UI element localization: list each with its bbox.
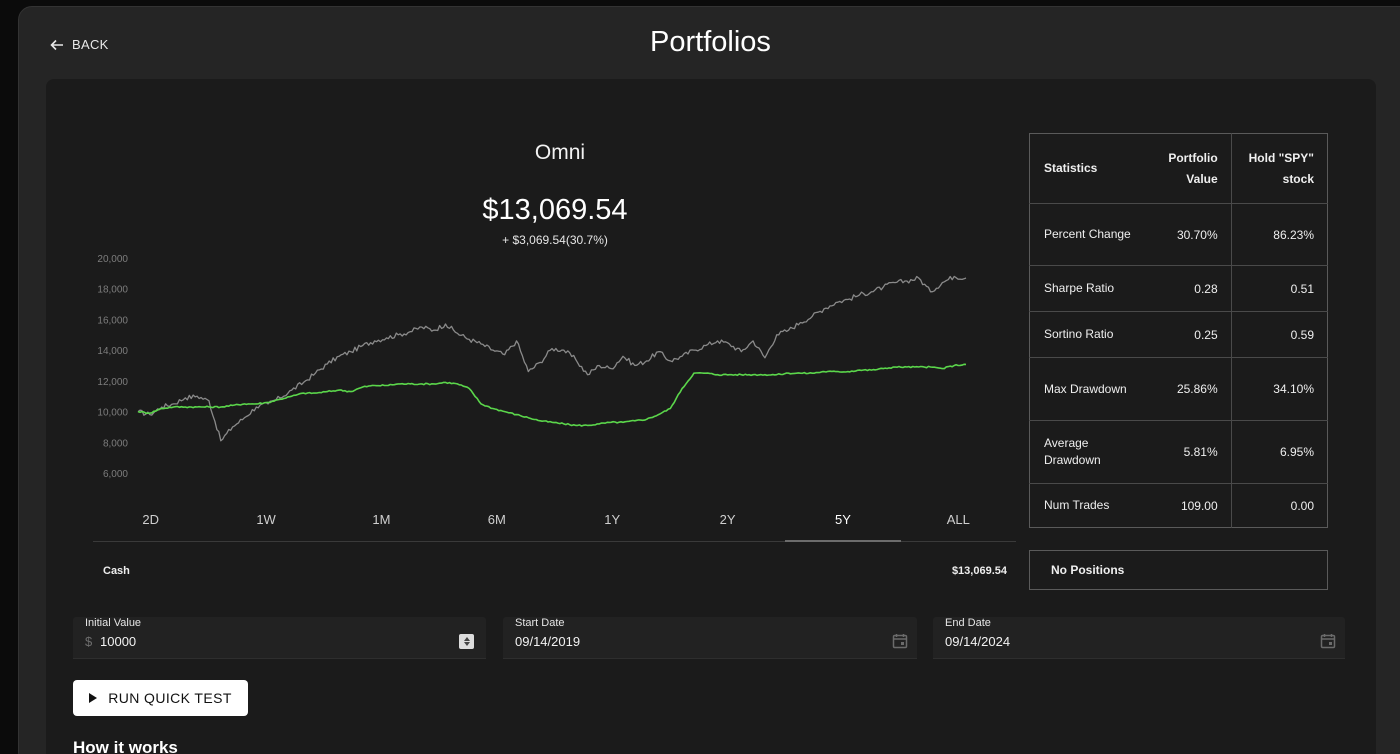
y-tick-label: 10,000 <box>97 408 128 419</box>
stat-spy-value: 0.51 <box>1230 265 1328 312</box>
stat-portfolio-value: 0.28 <box>1134 265 1232 312</box>
stat-label: Max Drawdown <box>1029 357 1135 421</box>
range-tab-1y[interactable]: 1Y <box>604 512 621 527</box>
start-date-input[interactable] <box>515 634 815 649</box>
y-tick-label: 18,000 <box>97 285 128 296</box>
stat-portfolio-value: 25.86% <box>1134 357 1232 421</box>
y-tick-label: 20,000 <box>97 254 128 265</box>
play-icon <box>89 693 98 703</box>
positions-label: No Positions <box>1051 563 1125 577</box>
stat-label: Sharpe Ratio <box>1029 265 1135 312</box>
currency-prefix: $ <box>85 634 93 649</box>
table-row: Num Trades 109.00 0.00 <box>1030 483 1328 528</box>
statistics-header: Statistics <box>1029 133 1135 204</box>
cash-row: Cash $13,069.54 <box>93 558 1016 584</box>
range-tab-2y[interactable]: 2Y <box>719 512 736 527</box>
calendar-icon[interactable] <box>891 632 909 650</box>
positions-panel: No Positions <box>1029 550 1328 590</box>
stat-label: Average Drawdown <box>1029 420 1135 484</box>
run-quick-test-button[interactable]: RUN QUICK TEST <box>73 680 248 716</box>
statistics-table: Statistics Portfolio Value Hold "SPY" st… <box>1029 133 1328 528</box>
stat-label: Percent Change <box>1029 203 1135 266</box>
range-tab-1m[interactable]: 1M <box>372 512 391 527</box>
y-tick-label: 6,000 <box>103 469 128 480</box>
page-title: Portfolios <box>650 26 771 58</box>
cash-value: $13,069.54 <box>951 565 1007 577</box>
range-tab-all[interactable]: ALL <box>946 512 970 527</box>
chevron-down-icon[interactable] <box>463 642 470 646</box>
back-button[interactable]: BACK <box>50 37 109 52</box>
range-tab-1w[interactable]: 1W <box>256 512 276 527</box>
end-date-field: End Date <box>933 617 1345 659</box>
end-date-input[interactable] <box>945 634 1245 649</box>
stat-spy-value: 0.59 <box>1230 311 1328 358</box>
table-row: Average Drawdown 5.81% 6.95% <box>1029 420 1328 484</box>
how-it-works-heading: How it works <box>73 738 178 754</box>
arrow-left-icon <box>50 39 63 50</box>
portfolio-value-header: Portfolio Value <box>1134 133 1232 204</box>
start-date-field: Start Date <box>503 617 917 659</box>
range-tab-5y[interactable]: 5Y <box>785 505 902 542</box>
portfolio-value: $13,069.54 <box>482 194 628 226</box>
chevron-up-icon[interactable] <box>463 637 470 641</box>
y-tick-label: 8,000 <box>103 438 128 449</box>
y-tick-label: 14,000 <box>97 346 128 357</box>
stat-spy-value: 6.95% <box>1230 420 1328 484</box>
stat-portfolio-value: 0.25 <box>1134 311 1232 358</box>
table-row: Sharpe Ratio 0.28 0.51 <box>1029 265 1328 312</box>
stat-portfolio-value: 30.70% <box>1134 203 1232 266</box>
table-row: Percent Change 30.70% 86.23% <box>1029 203 1328 266</box>
stat-spy-value: 34.10% <box>1230 357 1328 421</box>
y-tick-label: 12,000 <box>97 377 128 388</box>
initial-value-input[interactable] <box>100 634 440 649</box>
stat-label: Sortino Ratio <box>1029 311 1135 358</box>
initial-value-label: Initial Value <box>85 617 142 629</box>
time-range-tabs: 2D 1W 1M 6M 1Y 2Y 5Y ALL <box>93 505 1016 542</box>
run-button-label: RUN QUICK TEST <box>108 690 232 706</box>
start-date-label: Start Date <box>515 617 565 629</box>
table-row: Sortino Ratio 0.25 0.59 <box>1029 311 1328 358</box>
portfolio-name: Omni <box>534 141 586 164</box>
stat-spy-value: 0.00 <box>1230 483 1328 528</box>
initial-value-field: Initial Value $ <box>73 617 486 659</box>
stat-label: Num Trades <box>1044 498 1110 512</box>
number-stepper[interactable] <box>459 634 474 649</box>
statistics-header-row: Statistics Portfolio Value Hold "SPY" st… <box>1029 133 1328 204</box>
end-date-label: End Date <box>945 617 991 629</box>
stat-portfolio-value: 5.81% <box>1134 420 1232 484</box>
performance-chart: 20,000 18,000 16,000 14,000 12,000 10,000 8,00… <box>97 254 967 480</box>
calendar-icon[interactable] <box>1319 632 1337 650</box>
portfolio-change: + $3,069.54(30.7%) <box>502 233 608 247</box>
stat-spy-value: 86.23% <box>1230 203 1328 266</box>
back-label: BACK <box>72 37 109 52</box>
table-row: Max Drawdown 25.86% 34.10% <box>1029 357 1328 421</box>
hold-spy-header: Hold "SPY" stock <box>1230 133 1328 204</box>
range-tab-2d[interactable]: 2D <box>142 512 159 527</box>
stat-portfolio-value: 109.00 <box>1180 498 1218 513</box>
y-tick-label: 16,000 <box>97 315 128 326</box>
range-tab-6m[interactable]: 6M <box>487 512 506 527</box>
cash-label: Cash <box>103 565 130 577</box>
portfolio-series-line <box>137 363 967 427</box>
benchmark-series-line <box>137 275 967 442</box>
